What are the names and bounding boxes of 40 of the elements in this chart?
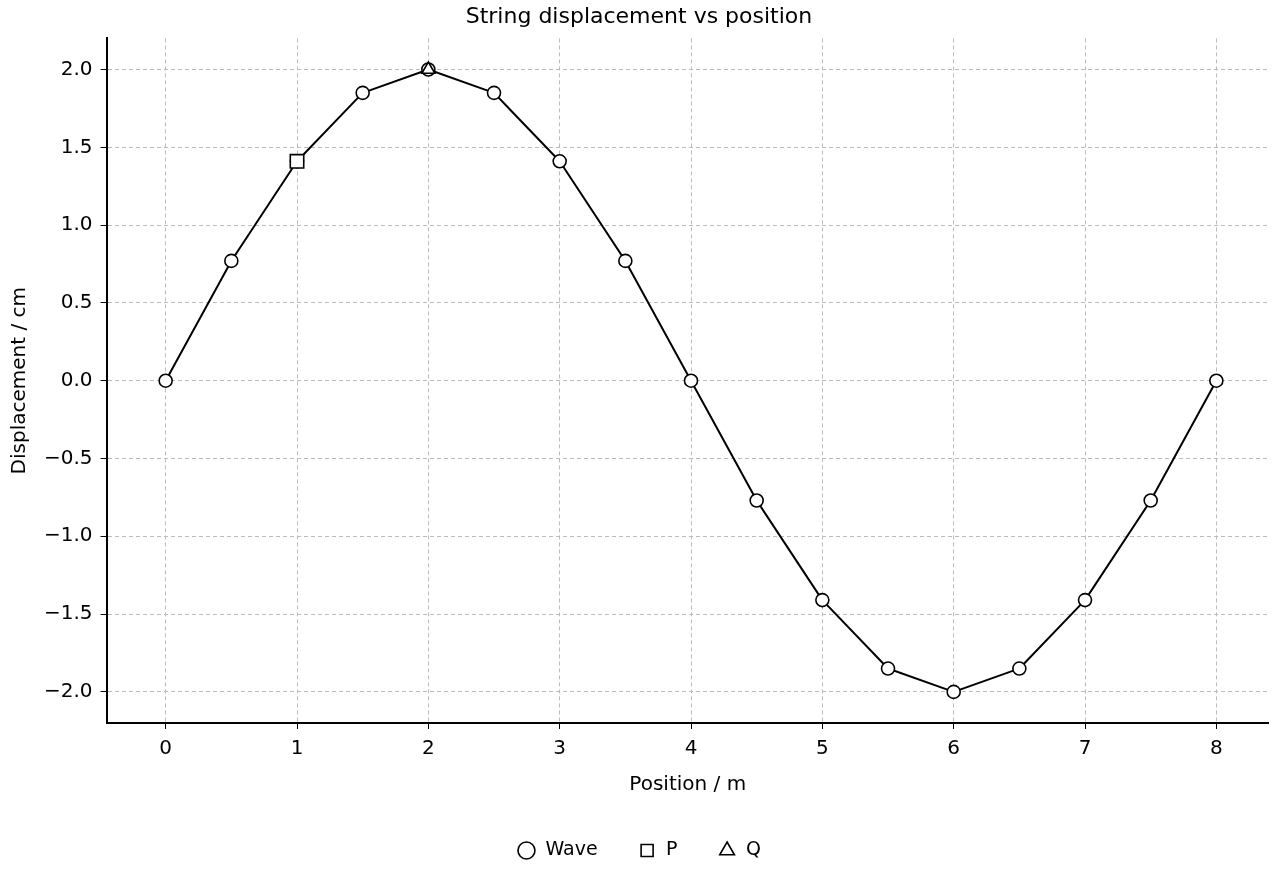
legend-label: P xyxy=(666,837,678,860)
point xyxy=(946,684,961,700)
x-tick-label: 7 xyxy=(1078,735,1092,760)
y-tick-label: −2.0 xyxy=(43,678,93,703)
x-tick-label: 5 xyxy=(815,735,829,760)
y-tick-label: 1.5 xyxy=(60,133,93,158)
point xyxy=(1209,373,1224,388)
y-tick-label: 1.0 xyxy=(60,211,93,236)
point xyxy=(815,592,830,608)
x-axis-title: Position / m xyxy=(629,771,747,796)
y-tick-label: 0.5 xyxy=(60,289,93,314)
y-tick-label: −1.5 xyxy=(43,600,93,625)
legend-label: Wave xyxy=(545,837,598,860)
x-tick-label: 1 xyxy=(290,735,304,760)
x-tick-label: 2 xyxy=(421,735,435,760)
y-tick-label: 2.0 xyxy=(60,55,93,80)
point xyxy=(749,493,764,508)
y-tick-label: −0.5 xyxy=(43,444,93,469)
y-axis-title: Displacement / cm xyxy=(6,286,31,475)
point xyxy=(486,85,502,101)
y-tick-label: 0.0 xyxy=(60,366,93,391)
point xyxy=(880,661,896,676)
point xyxy=(618,253,633,269)
point xyxy=(355,85,370,101)
point xyxy=(289,153,305,169)
x-tick-label: 3 xyxy=(553,735,567,760)
point xyxy=(224,253,239,269)
x-tick-label: 0 xyxy=(159,735,173,760)
legend-label: Q xyxy=(746,837,762,860)
point xyxy=(1143,493,1158,508)
chart-title: String displacement vs position xyxy=(465,2,813,28)
x-tick-label: 4 xyxy=(684,735,698,760)
x-tick-label: 6 xyxy=(947,735,961,760)
point xyxy=(1077,592,1093,608)
point xyxy=(683,373,699,388)
point xyxy=(1012,661,1027,676)
point xyxy=(158,373,173,388)
point xyxy=(552,154,567,169)
y-tick-label: −1.0 xyxy=(43,522,93,547)
x-tick-label: 8 xyxy=(1210,735,1223,760)
